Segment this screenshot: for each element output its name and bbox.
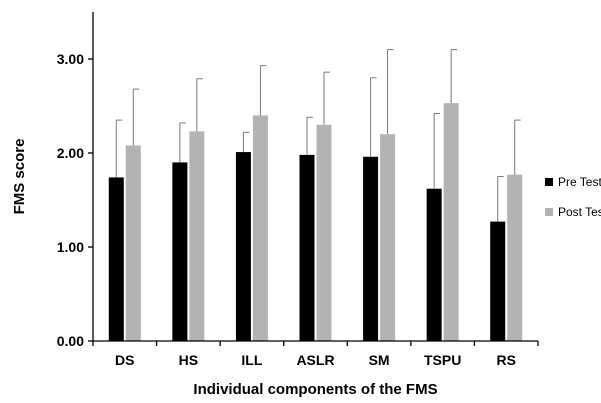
legend: Pre Test Post Test	[545, 175, 601, 219]
bar-post-test	[125, 145, 141, 341]
x-tick-label: SM	[369, 352, 390, 368]
bar-pre-test	[299, 154, 315, 341]
bar-pre-test	[490, 221, 506, 341]
x-tick-label: HS	[179, 352, 198, 368]
x-tick-label: DS	[115, 352, 134, 368]
bar-post-test	[443, 103, 459, 342]
y-tick-label: 1.00	[57, 239, 84, 255]
legend-label: Pre Test	[558, 175, 601, 189]
bar-pre-test	[172, 162, 188, 341]
bar-post-test	[189, 131, 205, 341]
legend-swatch	[545, 178, 553, 186]
y-tick-label: 0.00	[57, 333, 84, 349]
plot-area	[108, 49, 523, 342]
bar-post-test	[380, 134, 396, 341]
bar-post-test	[507, 174, 523, 341]
bar-pre-test	[108, 177, 124, 341]
x-tick-label: ILL	[241, 352, 262, 368]
bar-post-test	[316, 124, 332, 341]
x-tick-label: RS	[496, 352, 515, 368]
bar-pre-test	[363, 156, 379, 341]
legend-label: Post Test	[558, 205, 601, 219]
y-axis-title: FMS score	[11, 139, 28, 215]
x-tick-label: TSPU	[424, 352, 461, 368]
y-tick-label: 3.00	[57, 51, 84, 67]
axes: 0.00 1.00 2.00 3.00 DS HS ILL ASLR SM TSPU RS	[57, 12, 539, 368]
bar-post-test	[252, 115, 268, 342]
y-tick-label: 2.00	[57, 145, 84, 161]
x-axis-title: Individual components of the FMS	[193, 381, 437, 398]
legend-swatch	[545, 208, 553, 216]
x-tick-label: ASLR	[296, 352, 334, 368]
bar-pre-test	[235, 152, 251, 341]
bar-pre-test	[426, 188, 442, 341]
